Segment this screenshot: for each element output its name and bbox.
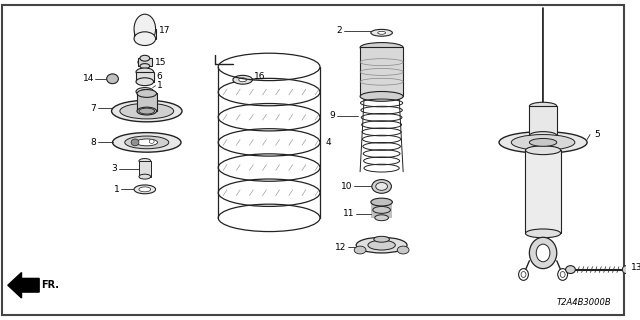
Text: 1: 1 [114, 185, 120, 194]
Ellipse shape [141, 90, 148, 93]
Ellipse shape [354, 246, 366, 254]
Bar [136, 72, 154, 82]
Ellipse shape [139, 108, 155, 114]
Text: 8: 8 [90, 138, 96, 147]
Text: T2A4B3000B: T2A4B3000B [557, 298, 612, 307]
Ellipse shape [518, 268, 529, 280]
Ellipse shape [138, 58, 152, 66]
Ellipse shape [536, 244, 550, 262]
Ellipse shape [107, 74, 118, 84]
Ellipse shape [136, 78, 154, 86]
Ellipse shape [137, 90, 157, 97]
Ellipse shape [499, 132, 587, 153]
Ellipse shape [378, 31, 385, 34]
Text: 10: 10 [340, 182, 352, 191]
Ellipse shape [131, 139, 139, 146]
Ellipse shape [139, 187, 150, 192]
Ellipse shape [239, 78, 246, 82]
Ellipse shape [111, 100, 182, 122]
Ellipse shape [136, 139, 157, 146]
Ellipse shape [134, 185, 156, 194]
Text: 16: 16 [255, 72, 266, 81]
Ellipse shape [529, 132, 557, 140]
Ellipse shape [529, 237, 557, 268]
Ellipse shape [136, 68, 154, 76]
Text: 1: 1 [157, 81, 163, 90]
Ellipse shape [372, 180, 392, 193]
Text: 6: 6 [157, 72, 163, 81]
Bar [529, 106, 557, 136]
Ellipse shape [134, 32, 156, 45]
Ellipse shape [529, 139, 557, 146]
Ellipse shape [622, 266, 630, 274]
Ellipse shape [139, 158, 150, 164]
Ellipse shape [371, 198, 392, 206]
Ellipse shape [376, 182, 387, 190]
Ellipse shape [375, 215, 388, 221]
Text: 9: 9 [329, 111, 335, 120]
Ellipse shape [233, 75, 252, 84]
Ellipse shape [356, 237, 407, 253]
Ellipse shape [540, 109, 546, 113]
Ellipse shape [140, 64, 150, 68]
Ellipse shape [149, 140, 154, 143]
Text: 4: 4 [326, 138, 332, 147]
Ellipse shape [140, 57, 150, 62]
Ellipse shape [397, 246, 409, 254]
Text: 17: 17 [159, 26, 170, 35]
Ellipse shape [560, 272, 565, 277]
Ellipse shape [521, 272, 526, 277]
Bar [371, 202, 392, 218]
Bar [360, 47, 403, 96]
Text: 7: 7 [90, 104, 96, 113]
Ellipse shape [113, 132, 181, 152]
Ellipse shape [120, 103, 173, 119]
Ellipse shape [368, 240, 396, 250]
Ellipse shape [137, 107, 157, 115]
Ellipse shape [566, 266, 575, 274]
Ellipse shape [525, 229, 561, 238]
Polygon shape [8, 273, 39, 298]
Text: 12: 12 [335, 243, 346, 252]
Ellipse shape [125, 136, 169, 149]
Text: 11: 11 [343, 209, 354, 218]
Text: FR.: FR. [41, 280, 59, 290]
Ellipse shape [373, 206, 390, 213]
Ellipse shape [136, 88, 154, 95]
Ellipse shape [140, 55, 150, 61]
Ellipse shape [529, 102, 557, 110]
Bar [139, 161, 150, 177]
Ellipse shape [525, 146, 561, 155]
Text: 2: 2 [337, 26, 342, 35]
Text: 5: 5 [594, 130, 600, 139]
Text: 14: 14 [83, 74, 95, 83]
Ellipse shape [139, 174, 150, 179]
Ellipse shape [374, 236, 390, 242]
Text: 3: 3 [111, 164, 117, 173]
Bar [138, 58, 152, 66]
Ellipse shape [557, 268, 568, 280]
Ellipse shape [371, 29, 392, 36]
Bar [137, 93, 157, 111]
Text: 13: 13 [631, 263, 640, 272]
Ellipse shape [134, 14, 156, 44]
Ellipse shape [360, 92, 403, 101]
Text: 15: 15 [155, 58, 166, 67]
Bar [525, 150, 561, 233]
Ellipse shape [511, 134, 575, 150]
Ellipse shape [360, 43, 403, 52]
